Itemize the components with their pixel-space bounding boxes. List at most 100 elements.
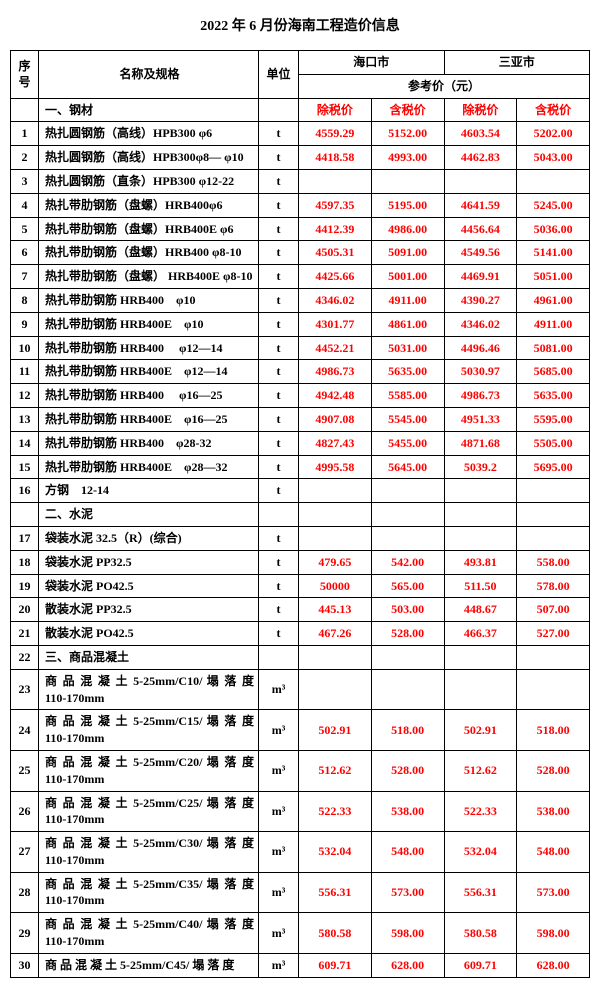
cell-p3: 4346.02	[444, 312, 517, 336]
cell-no: 30	[11, 953, 39, 977]
cell-no: 8	[11, 288, 39, 312]
cell-p2: 5195.00	[371, 193, 444, 217]
cell-p2: 4861.00	[371, 312, 444, 336]
cell-p3: 493.81	[444, 550, 517, 574]
cell-name: 商 品 混 凝 土 5-25mm/C30/ 塌 落 度 110-170mm	[39, 832, 259, 873]
section-steel: 一、钢材	[39, 98, 259, 122]
cell-name: 商 品 混 凝 土 5-25mm/C15/ 塌 落 度 110-170mm	[39, 710, 259, 751]
cell-p3: 5030.97	[444, 360, 517, 384]
cell-unit: t	[259, 265, 299, 289]
cell-p1: 556.31	[299, 872, 372, 913]
cell-name: 热扎带肋钢筋 HRB400 φ28-32	[39, 431, 259, 455]
table-row: 15热扎带肋钢筋 HRB400E φ28—32t4995.585645.0050…	[11, 455, 590, 479]
header-incl-2: 含税价	[517, 98, 590, 122]
cell-p3	[444, 669, 517, 710]
cell-p3: 4641.59	[444, 193, 517, 217]
cell-p1: 4452.21	[299, 336, 372, 360]
cell-p1	[299, 669, 372, 710]
cell-unit	[259, 503, 299, 527]
table-row: 20散装水泥 PP32.5t445.13503.00448.67507.00	[11, 598, 590, 622]
cell-unit: t	[259, 241, 299, 265]
table-row: 10热扎带肋钢筋 HRB400 φ12—14t4452.215031.00449…	[11, 336, 590, 360]
table-row: 5热扎带肋钢筋（盘螺）HRB400E φ6t4412.394986.004456…	[11, 217, 590, 241]
cell-no: 13	[11, 407, 39, 431]
cell-no: 2	[11, 146, 39, 170]
cell-p3: 4986.73	[444, 384, 517, 408]
cell-name: 商 品 混 凝 土 5-25mm/C20/ 塌 落 度 110-170mm	[39, 750, 259, 791]
table-row: 3热扎圆钢筋（直条）HPB300 φ12-22t	[11, 169, 590, 193]
cell-no: 26	[11, 791, 39, 832]
cell-name: 商 品 混 凝 土 5-25mm/C45/ 塌 落 度	[39, 953, 259, 977]
cell-p4: 598.00	[517, 913, 590, 954]
header-city2: 三亚市	[444, 51, 590, 75]
cell-p2: 5585.00	[371, 384, 444, 408]
header-city1: 海口市	[299, 51, 445, 75]
cell-p2: 628.00	[371, 953, 444, 977]
cell-p4	[517, 645, 590, 669]
cell-p2: 518.00	[371, 710, 444, 751]
cell-unit: m³	[259, 832, 299, 873]
cell-p2: 598.00	[371, 913, 444, 954]
cell-unit: t	[259, 431, 299, 455]
cell-p3: 580.58	[444, 913, 517, 954]
table-row: 11热扎带肋钢筋 HRB400E φ12—14t4986.735635.0050…	[11, 360, 590, 384]
cell-p4	[517, 169, 590, 193]
cell-name: 散装水泥 PO42.5	[39, 622, 259, 646]
cell-p4: 628.00	[517, 953, 590, 977]
table-row: 8热扎带肋钢筋 HRB400 φ10t4346.024911.004390.27…	[11, 288, 590, 312]
cell-p2: 4911.00	[371, 288, 444, 312]
cell-name: 热扎带肋钢筋（盘螺） HRB400E φ8-10	[39, 265, 259, 289]
cell-p2	[371, 526, 444, 550]
cell-p2	[371, 669, 444, 710]
cell-no: 17	[11, 526, 39, 550]
cell-p2: 5152.00	[371, 122, 444, 146]
cell-name: 热扎带肋钢筋 HRB400 φ10	[39, 288, 259, 312]
cell-unit: t	[259, 312, 299, 336]
cell-p4: 558.00	[517, 550, 590, 574]
table-row: 6热扎带肋钢筋（盘螺）HRB400 φ8-10t4505.315091.0045…	[11, 241, 590, 265]
cell-p1: 580.58	[299, 913, 372, 954]
cell-p1: 4412.39	[299, 217, 372, 241]
section-label: 三、商品混凝土	[39, 645, 259, 669]
cell-unit: m³	[259, 953, 299, 977]
cell-p3	[444, 169, 517, 193]
cell-p3: 448.67	[444, 598, 517, 622]
cell-no: 5	[11, 217, 39, 241]
table-row: 18袋装水泥 PP32.5t479.65542.00493.81558.00	[11, 550, 590, 574]
cell-unit: t	[259, 598, 299, 622]
cell-p1	[299, 503, 372, 527]
cell-p2	[371, 503, 444, 527]
table-row: 16方钢 12-14t	[11, 479, 590, 503]
cell-no: 3	[11, 169, 39, 193]
cell-no: 19	[11, 574, 39, 598]
table-row: 22三、商品混凝土	[11, 645, 590, 669]
cell-name: 热扎带肋钢筋（盘螺）HRB400φ6	[39, 193, 259, 217]
cell-unit: t	[259, 217, 299, 241]
cell-no: 27	[11, 832, 39, 873]
cell-no: 28	[11, 872, 39, 913]
table-row: 24商 品 混 凝 土 5-25mm/C15/ 塌 落 度 110-170mmm…	[11, 710, 590, 751]
cell-p3: 512.62	[444, 750, 517, 791]
cell-p4: 507.00	[517, 598, 590, 622]
cell-p4: 5685.00	[517, 360, 590, 384]
table-row: 14热扎带肋钢筋 HRB400 φ28-32t4827.435455.00487…	[11, 431, 590, 455]
cell-p3: 511.50	[444, 574, 517, 598]
cell-name: 商 品 混 凝 土 5-25mm/C40/ 塌 落 度 110-170mm	[39, 913, 259, 954]
cell-p3: 532.04	[444, 832, 517, 873]
cell-p3: 4496.46	[444, 336, 517, 360]
cell-no: 23	[11, 669, 39, 710]
table-row: 13热扎带肋钢筋 HRB400E φ16—25t4907.085545.0049…	[11, 407, 590, 431]
table-row: 25商 品 混 凝 土 5-25mm/C20/ 塌 落 度 110-170mmm…	[11, 750, 590, 791]
cell-p3: 5039.2	[444, 455, 517, 479]
cell-p1	[299, 479, 372, 503]
table-row: 29商 品 混 凝 土 5-25mm/C40/ 塌 落 度 110-170mmm…	[11, 913, 590, 954]
cell-unit: t	[259, 360, 299, 384]
table-row: 7热扎带肋钢筋（盘螺） HRB400E φ8-10t4425.665001.00…	[11, 265, 590, 289]
cell-p1: 4559.29	[299, 122, 372, 146]
cell-name: 热扎带肋钢筋 HRB400E φ10	[39, 312, 259, 336]
cell-p4: 5141.00	[517, 241, 590, 265]
cell-name: 热扎圆钢筋（高线）HPB300 φ6	[39, 122, 259, 146]
cell-unit: t	[259, 574, 299, 598]
cell-p3: 4462.83	[444, 146, 517, 170]
cell-unit: t	[259, 407, 299, 431]
